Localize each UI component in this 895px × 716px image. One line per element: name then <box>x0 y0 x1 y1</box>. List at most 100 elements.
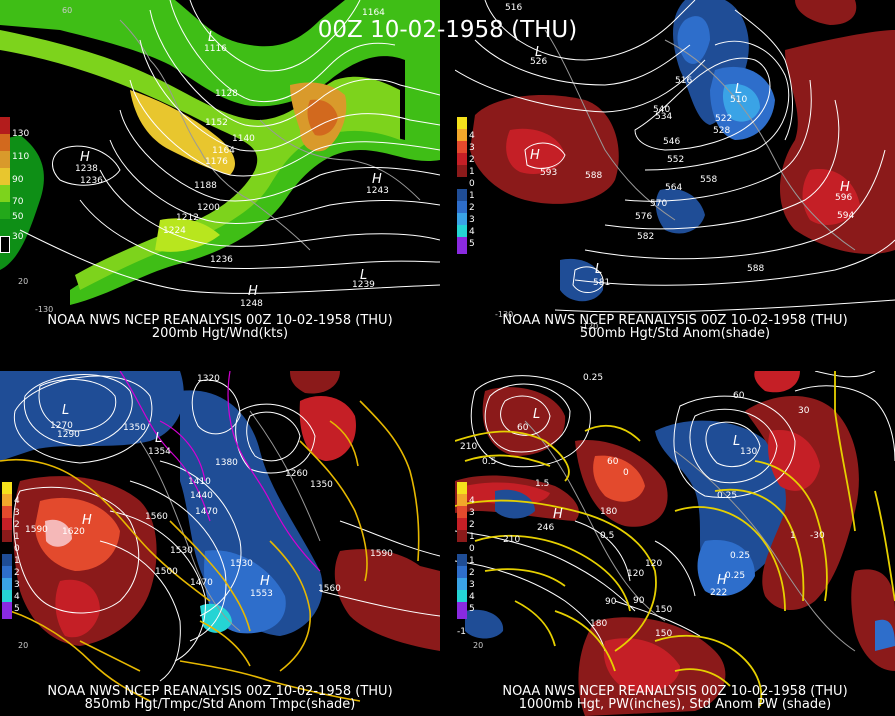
contour-label: 1 <box>790 531 796 541</box>
legend-swatch <box>457 494 467 511</box>
low-value: 526 <box>530 57 548 67</box>
low-value: 1270 <box>50 421 73 431</box>
panel-850mb: 4 3 2 1 0 1 2 3 4 5 H 1620 H 1553 1470 L… <box>0 371 440 716</box>
contour-label: 1.5 <box>535 479 550 489</box>
contour-label: 1164 <box>362 8 385 18</box>
high-value: 1553 <box>250 589 273 599</box>
axis-label: 20 <box>18 277 29 286</box>
contour-label: 1560 <box>145 512 168 522</box>
legend-label: 50 <box>12 212 24 222</box>
legend-swatch <box>457 129 467 146</box>
contour-label: 180 <box>590 619 608 629</box>
contour-label: 1236 <box>210 255 233 265</box>
legend-label: 1 <box>469 167 475 177</box>
contour-label: 210 <box>503 535 521 545</box>
contour-label: 1152 <box>205 118 228 128</box>
high-marker: H <box>260 574 270 589</box>
contour-label: 1590 <box>370 549 393 559</box>
legend-swatch <box>457 237 467 254</box>
legend-swatch <box>2 578 12 595</box>
legend-label: 1 <box>469 532 475 542</box>
legend-label: 1 <box>14 556 20 566</box>
low-value: 510 <box>730 95 748 105</box>
contour-label: 60 <box>733 391 745 401</box>
panel-500mb: 4 3 2 1 0 1 2 3 4 5 H 593 H 596 L 526 L … <box>455 0 895 345</box>
high-value: 1238 <box>75 164 98 174</box>
legend-label: 3 <box>469 215 475 225</box>
legend-label: 4 <box>469 227 475 237</box>
contour-label: 576 <box>635 212 653 222</box>
contour-label: 1320 <box>197 374 220 384</box>
contour-label: 1128 <box>215 89 238 99</box>
map-850mb <box>0 371 440 702</box>
contour-label: 90 <box>633 596 645 606</box>
axis-label: -120 <box>580 322 599 331</box>
legend-label: 0 <box>469 179 475 189</box>
low-marker: L <box>62 403 70 418</box>
legend-swatch <box>457 201 467 218</box>
contour-label: 534 <box>655 112 673 122</box>
panel-caption: NOAA NWS NCEP REANALYSIS 00Z 10-02-1958 … <box>502 684 848 699</box>
legend-swatch <box>457 506 467 523</box>
high-marker: H <box>553 507 563 522</box>
axis-label: -130 <box>495 310 514 319</box>
legend-swatch <box>0 236 10 253</box>
panel-caption: NOAA NWS NCEP REANALYSIS 00Z 10-02-1958 … <box>502 313 848 328</box>
low-marker: L <box>735 82 743 97</box>
legend-label: 4 <box>14 592 20 602</box>
high-marker: H <box>248 284 258 299</box>
high-marker: H <box>717 573 727 588</box>
legend-label: 5 <box>469 604 475 614</box>
legend-swatch <box>457 482 467 499</box>
high-marker: H <box>840 180 850 195</box>
low-marker: L <box>595 262 603 277</box>
axis-label: 20 <box>473 641 484 650</box>
contour-label: 90 <box>605 597 617 607</box>
axis-label: -130 <box>35 305 54 314</box>
legend-label: 0 <box>469 544 475 554</box>
low-value: 60 <box>517 423 529 433</box>
high-marker: H <box>82 513 92 528</box>
legend-label: 5 <box>14 604 20 614</box>
contour-label: 1200 <box>197 203 220 213</box>
contour-label: 1470 <box>195 507 218 517</box>
low-marker: L <box>733 434 741 449</box>
high-marker: H <box>80 150 90 165</box>
legend-label: 4 <box>469 592 475 602</box>
legend-label: 70 <box>12 197 24 207</box>
high-value: 1248 <box>240 299 263 309</box>
legend-swatch <box>2 518 12 535</box>
map-1000mb <box>455 371 895 716</box>
contour-label: 0.25 <box>730 551 751 561</box>
contour-label: 522 <box>715 114 733 124</box>
low-value: 130 <box>740 447 758 457</box>
contour-label: 516 <box>505 3 523 13</box>
high-value: 1243 <box>366 186 389 196</box>
legend-label: 2 <box>469 568 475 578</box>
legend-swatch <box>457 117 467 134</box>
panel-1000mb: 4 3 2 1 0 1 2 3 4 5 H 222 H 246 L 60 L 1… <box>455 371 895 716</box>
legend-swatch <box>457 566 467 583</box>
contour-label: 60 <box>607 457 619 467</box>
panel-subtitle: 500mb Hgt/Std Anom(shade) <box>579 326 771 341</box>
contour-label: 594 <box>837 211 855 221</box>
low-marker: L <box>208 30 216 45</box>
contour-label: 0.5 <box>482 457 497 467</box>
legend-label: 110 <box>12 152 30 162</box>
legend-swatch <box>0 151 10 168</box>
legend-label: 1 <box>469 556 475 566</box>
contour-label: 1350 <box>310 480 333 490</box>
legend-swatch <box>0 185 10 202</box>
legend-label: 4 <box>469 496 475 506</box>
legend-swatch <box>0 134 10 151</box>
high-value: 593 <box>540 168 558 178</box>
legend-label: 4 <box>14 496 20 506</box>
contour-label: 150 <box>655 629 673 639</box>
low-marker: L <box>360 268 368 283</box>
legend-swatch <box>0 168 10 185</box>
panel-200mb: 130 110 90 70 50 30 H 1238 H 1243 H 1248… <box>0 0 440 345</box>
contour-label: 0.25 <box>725 571 746 581</box>
legend-swatch <box>2 602 12 619</box>
low-marker: L <box>533 407 541 422</box>
high-value: 222 <box>710 588 728 598</box>
